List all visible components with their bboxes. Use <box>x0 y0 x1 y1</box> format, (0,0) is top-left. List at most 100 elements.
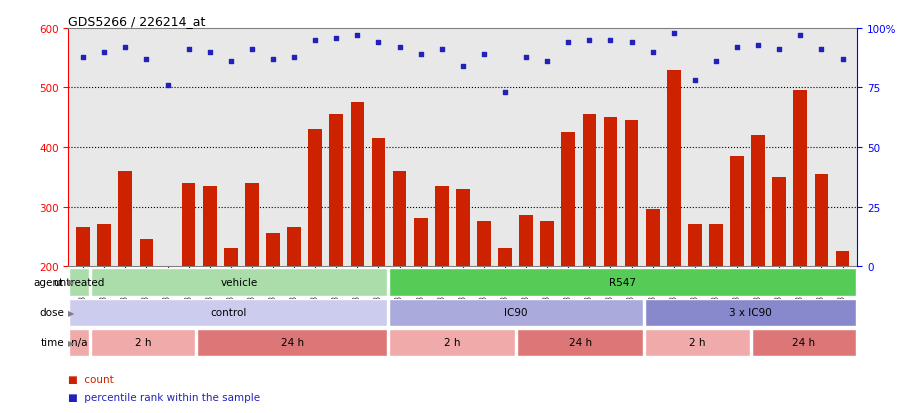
Text: control: control <box>210 307 246 318</box>
Text: 2 h: 2 h <box>689 337 705 348</box>
Bar <box>751 136 764 385</box>
Text: 2 h: 2 h <box>135 337 151 348</box>
Point <box>708 59 722 66</box>
Text: 24 h: 24 h <box>281 337 303 348</box>
Point <box>602 38 617 44</box>
Point <box>518 54 533 61</box>
Bar <box>539 222 554 385</box>
Bar <box>118 171 132 385</box>
Text: 3 x IC90: 3 x IC90 <box>729 307 772 318</box>
Point <box>476 52 491 58</box>
Bar <box>561 133 575 385</box>
FancyBboxPatch shape <box>69 329 88 356</box>
Point <box>308 38 322 44</box>
Bar <box>624 121 638 385</box>
Point <box>371 40 385 46</box>
FancyBboxPatch shape <box>91 269 387 296</box>
Bar <box>834 252 848 385</box>
Point <box>581 38 596 44</box>
Point <box>413 52 427 58</box>
Text: 24 h: 24 h <box>568 337 591 348</box>
Text: 2 h: 2 h <box>444 337 460 348</box>
Bar <box>224 249 238 385</box>
Bar <box>730 157 743 385</box>
FancyBboxPatch shape <box>751 329 855 356</box>
Point <box>244 47 259 54</box>
Point <box>645 50 660 56</box>
Bar <box>308 130 322 385</box>
Point <box>814 47 828 54</box>
Point <box>793 33 807 39</box>
Point <box>202 50 217 56</box>
Point <box>118 45 132 51</box>
Point <box>265 57 280 63</box>
Bar <box>687 225 701 385</box>
Bar <box>582 115 596 385</box>
Bar <box>245 183 259 385</box>
Bar <box>97 225 111 385</box>
FancyBboxPatch shape <box>91 329 195 356</box>
Bar <box>814 174 827 385</box>
Text: ▶: ▶ <box>67 338 74 347</box>
FancyBboxPatch shape <box>69 269 88 296</box>
Point <box>392 45 406 51</box>
Bar <box>77 228 90 385</box>
Bar <box>329 115 343 385</box>
Text: dose: dose <box>39 307 64 318</box>
Bar <box>772 177 785 385</box>
Text: 24 h: 24 h <box>792 337 814 348</box>
Bar <box>393 171 406 385</box>
Point <box>771 47 785 54</box>
Point <box>329 35 343 42</box>
FancyBboxPatch shape <box>389 299 642 326</box>
FancyBboxPatch shape <box>389 329 515 356</box>
Bar <box>518 216 532 385</box>
FancyBboxPatch shape <box>69 299 387 326</box>
Text: n/a: n/a <box>71 337 87 348</box>
Bar <box>435 186 448 385</box>
Point <box>434 47 448 54</box>
Bar <box>139 240 153 385</box>
Bar <box>709 225 722 385</box>
Point <box>455 64 470 70</box>
Point <box>750 42 764 49</box>
Text: GDS5266 / 226214_at: GDS5266 / 226214_at <box>68 15 206 28</box>
Text: untreated: untreated <box>54 277 105 287</box>
Point <box>624 40 639 46</box>
Bar <box>456 189 469 385</box>
Point <box>834 57 849 63</box>
Bar <box>202 186 216 385</box>
Text: ▶: ▶ <box>67 278 74 287</box>
Bar <box>476 222 490 385</box>
Bar <box>181 183 195 385</box>
Point <box>97 50 111 56</box>
FancyBboxPatch shape <box>197 329 387 356</box>
Bar <box>666 71 680 385</box>
Bar <box>160 266 174 385</box>
Point <box>539 59 554 66</box>
Point <box>729 45 743 51</box>
Bar <box>350 103 363 385</box>
Text: vehicle: vehicle <box>220 277 257 287</box>
Bar <box>603 118 617 385</box>
Text: ■  count: ■ count <box>68 374 114 384</box>
Point <box>687 78 701 85</box>
Bar <box>645 210 659 385</box>
Text: R547: R547 <box>609 277 636 287</box>
Text: time: time <box>40 337 64 348</box>
Bar <box>497 249 511 385</box>
FancyBboxPatch shape <box>389 269 855 296</box>
Point <box>76 54 90 61</box>
Point <box>560 40 575 46</box>
Point <box>139 57 154 63</box>
Point <box>160 83 175 89</box>
Point <box>666 31 681 37</box>
Bar <box>287 228 301 385</box>
Point <box>181 47 196 54</box>
Point <box>350 33 364 39</box>
Text: ■  percentile rank within the sample: ■ percentile rank within the sample <box>68 392 261 402</box>
FancyBboxPatch shape <box>644 329 749 356</box>
Point <box>286 54 301 61</box>
FancyBboxPatch shape <box>644 299 855 326</box>
Point <box>497 90 512 96</box>
